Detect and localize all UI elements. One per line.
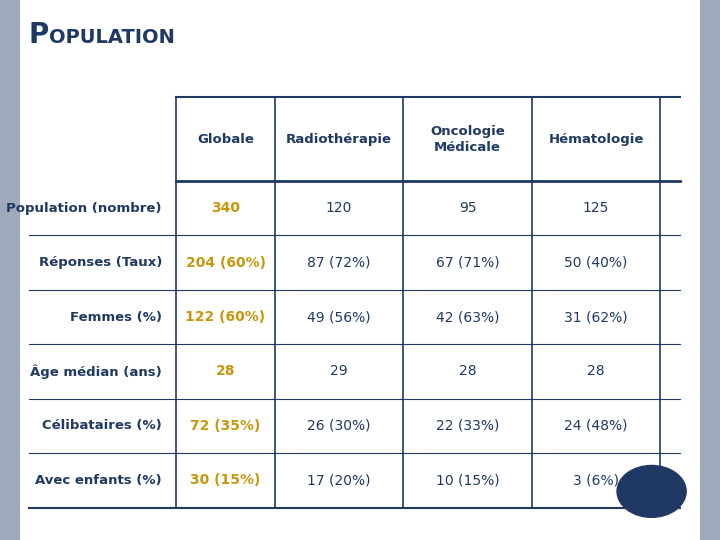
Text: 26 (30%): 26 (30%): [307, 419, 371, 433]
Text: 31 (62%): 31 (62%): [564, 310, 628, 324]
Text: Avec enfants (%): Avec enfants (%): [35, 474, 162, 487]
Text: 3 (6%): 3 (6%): [573, 474, 619, 488]
Text: 42 (63%): 42 (63%): [436, 310, 499, 324]
Text: OPULATION: OPULATION: [49, 28, 175, 47]
Text: 49 (56%): 49 (56%): [307, 310, 371, 324]
Text: 120: 120: [325, 201, 352, 215]
Text: 28: 28: [459, 364, 476, 379]
Text: Réponses (Taux): Réponses (Taux): [39, 256, 162, 269]
Text: 72 (35%): 72 (35%): [190, 419, 261, 433]
Text: 17 (20%): 17 (20%): [307, 474, 371, 488]
Text: 340: 340: [211, 201, 240, 215]
Text: Oncologie
Médicale: Oncologie Médicale: [430, 125, 505, 153]
Text: 122 (60%): 122 (60%): [186, 310, 266, 324]
Text: Âge médian (ans): Âge médian (ans): [30, 364, 162, 379]
Text: 67 (71%): 67 (71%): [436, 255, 499, 269]
Text: 50 (40%): 50 (40%): [564, 255, 628, 269]
Text: Population (nombre): Population (nombre): [6, 201, 162, 214]
Bar: [0, 0, 20, 540]
Text: 204 (60%): 204 (60%): [186, 255, 266, 269]
Text: 28: 28: [216, 364, 235, 379]
Text: Célibataires (%): Célibataires (%): [42, 420, 162, 433]
Bar: [700, 0, 720, 540]
Circle shape: [617, 465, 686, 517]
Text: 24 (48%): 24 (48%): [564, 419, 628, 433]
Text: 30 (15%): 30 (15%): [190, 474, 261, 488]
Text: Femmes (%): Femmes (%): [70, 310, 162, 323]
Text: Globale: Globale: [197, 132, 254, 146]
Text: 95: 95: [459, 201, 476, 215]
Text: 29: 29: [330, 364, 348, 379]
Text: 10 (15%): 10 (15%): [436, 474, 499, 488]
Text: Hématologie: Hématologie: [549, 132, 644, 146]
Text: 28: 28: [588, 364, 605, 379]
Text: 22 (33%): 22 (33%): [436, 419, 499, 433]
Text: 87 (72%): 87 (72%): [307, 255, 371, 269]
Text: Radiothérapie: Radiothérapie: [286, 132, 392, 146]
Text: 125: 125: [582, 201, 609, 215]
Text: P: P: [29, 21, 49, 49]
